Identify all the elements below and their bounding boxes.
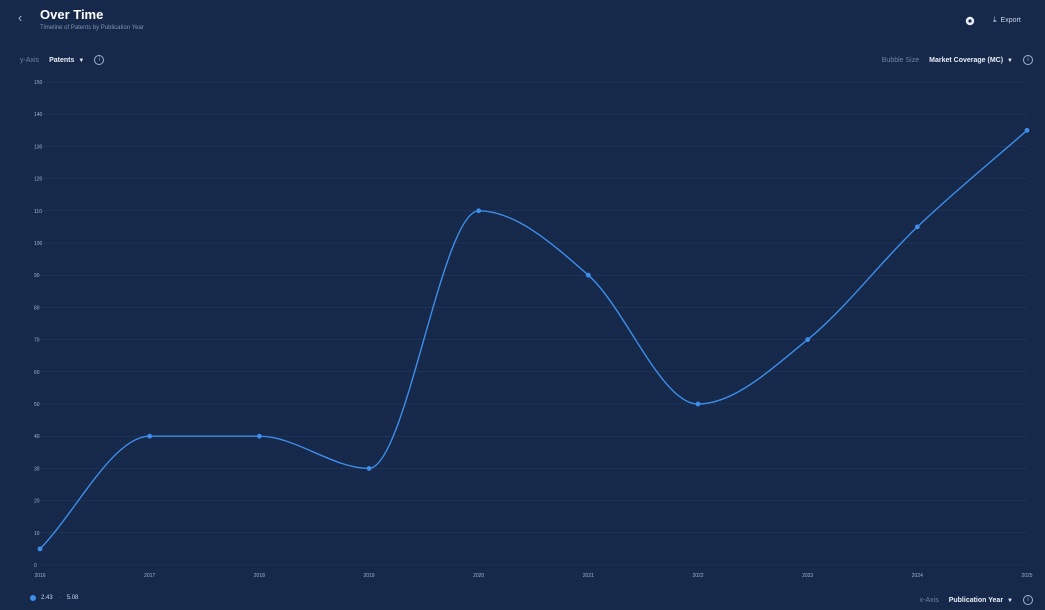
- y-tick-label: 70: [34, 338, 40, 344]
- data-point[interactable]: [805, 337, 811, 342]
- data-point[interactable]: [914, 224, 920, 230]
- size-legend: 2.43 · 5.08: [30, 595, 78, 601]
- legend-swatch: [30, 595, 36, 601]
- legend-max-value: 5.08: [66, 595, 79, 601]
- y-tick-label: 40: [34, 434, 40, 440]
- x-tick-label: 2020: [473, 573, 484, 579]
- y-axis-ticks: 0 10 20 30 40 50 60 70 80 90 100 110 120 130 140 150: [34, 80, 43, 569]
- x-tick-label: 2021: [583, 573, 594, 579]
- data-point[interactable]: [37, 546, 43, 552]
- y-tick-label: 60: [34, 370, 40, 376]
- x-axis-ticks: 2016 2017 2018 2019 2020 2021 2022 2023 2024 2025: [34, 573, 1032, 579]
- page-subtitle: Timeline of Patents by Publication Year: [40, 25, 144, 31]
- data-point[interactable]: [366, 466, 372, 471]
- data-point[interactable]: [476, 208, 482, 214]
- y-tick-label: 80: [34, 305, 40, 311]
- data-point[interactable]: [256, 433, 262, 439]
- bubble-size-label: Bubble Size: [881, 56, 920, 64]
- bubble-size-control: Bubble Size Market Coverage (MC) ▼ i: [882, 53, 1033, 67]
- data-point[interactable]: [1024, 127, 1030, 133]
- x-tick-label: 2018: [254, 573, 265, 579]
- y-tick-label: 120: [34, 177, 43, 183]
- bubble-size-select[interactable]: Market Coverage (MC) ▼: [929, 56, 1013, 64]
- y-tick-label: 20: [34, 499, 40, 505]
- y-axis-control: y-Axis Patents ▼ i: [20, 53, 105, 67]
- page-title: Over Time: [40, 7, 104, 22]
- series-line: [39, 129, 1028, 550]
- grid-lines: [40, 81, 1027, 566]
- data-points: [37, 127, 1030, 552]
- x-axis-control: x-Axis Publication Year ▼ i: [920, 593, 1033, 607]
- y-tick-label: 140: [34, 112, 43, 118]
- y-tick-label: 100: [34, 241, 43, 247]
- y-tick-label: 10: [34, 531, 40, 537]
- caret-down-icon: ▼: [78, 57, 85, 64]
- x-axis-label: x-Axis: [919, 596, 939, 604]
- export-button[interactable]: ⤓ Export: [993, 15, 1021, 25]
- y-tick-label: 130: [34, 144, 43, 150]
- x-tick-label: 2023: [802, 573, 813, 579]
- y-tick-label: 90: [34, 273, 40, 279]
- y-tick-label: 0: [34, 563, 37, 569]
- caret-down-icon: ▼: [1007, 597, 1013, 604]
- legend-min-value: 2.43: [41, 595, 53, 601]
- y-tick-label: 50: [34, 402, 40, 408]
- caret-down-icon: ▼: [1007, 57, 1013, 64]
- chart-header: ‹ Over Time Timeline of Patents by Publi…: [0, 0, 1045, 44]
- y-tick-label: 110: [34, 209, 42, 215]
- y-tick-label: 150: [34, 80, 43, 86]
- data-point[interactable]: [585, 272, 591, 278]
- x-tick-label: 2024: [912, 573, 923, 579]
- data-point[interactable]: [147, 433, 153, 439]
- info-icon[interactable]: i: [1023, 55, 1033, 65]
- x-tick-label: 2017: [144, 573, 155, 579]
- data-point[interactable]: [695, 401, 701, 407]
- back-button[interactable]: ‹: [18, 10, 23, 25]
- x-tick-label: 2025: [1021, 573, 1032, 579]
- info-icon[interactable]: i: [94, 55, 105, 65]
- export-label: Export: [1000, 17, 1021, 24]
- x-tick-label: 2016: [34, 573, 45, 579]
- download-icon: ⤓: [993, 15, 997, 24]
- info-icon[interactable]: i: [1023, 595, 1033, 605]
- x-axis-select[interactable]: Publication Year ▼: [948, 596, 1013, 604]
- legend-separator: ·: [58, 595, 61, 601]
- gear-icon[interactable]: [964, 15, 976, 27]
- x-tick-label: 2019: [363, 573, 374, 579]
- y-axis-label: y-Axis: [20, 56, 40, 64]
- y-tick-label: 30: [34, 466, 40, 472]
- y-axis-select[interactable]: Patents ▼: [49, 56, 85, 64]
- x-tick-label: 2022: [692, 573, 703, 579]
